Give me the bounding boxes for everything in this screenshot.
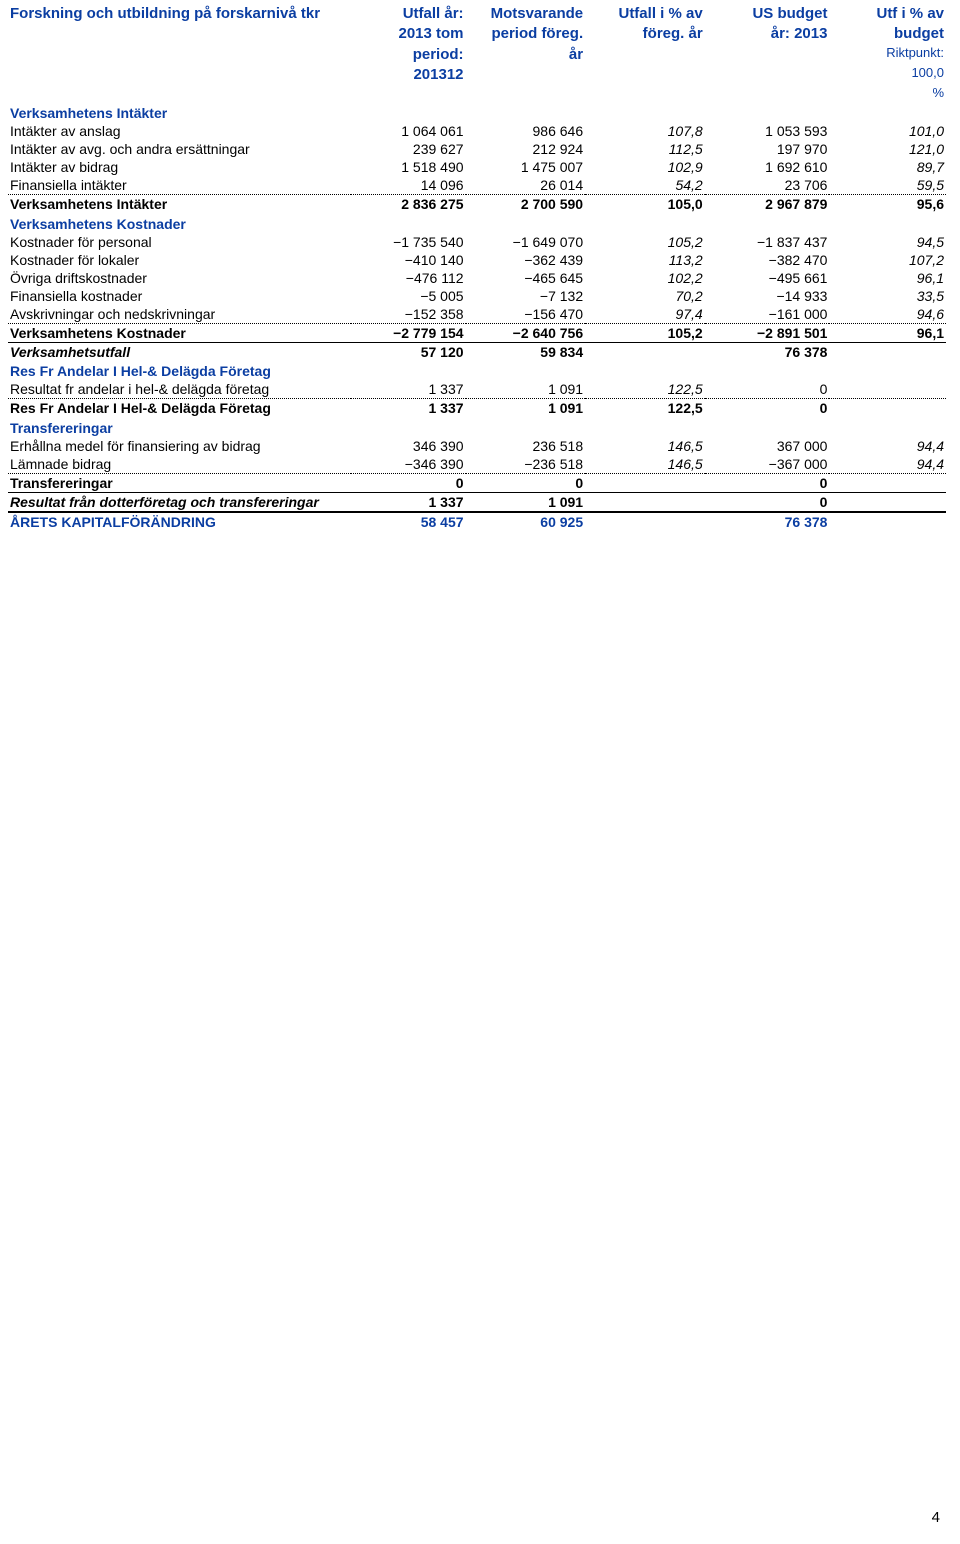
table-row: Kostnader för personal −1 735 540 −1 649…	[8, 233, 946, 251]
table-row: Intäkter av bidrag 1 518 490 1 475 007 1…	[8, 158, 946, 176]
financial-table: Forskning och utbildning på forskarnivå …	[8, 4, 946, 531]
kostnader-header: Verksamhetens Kostnader	[8, 214, 946, 233]
verksamhetsutfall-row: Verksamhetsutfall 57 120 59 834 76 378	[8, 343, 946, 362]
col1-h1: Utfall år:	[351, 4, 465, 24]
intakter-header: Verksamhetens Intäkter	[8, 103, 946, 122]
col5-h1: Utf i % av	[829, 4, 946, 24]
report-title: Forskning och utbildning på forskarnivå …	[10, 5, 320, 22]
transfer-header: Transfereringar	[8, 418, 946, 437]
table-row: Lämnade bidrag −346 390 −236 518 146,5 −…	[8, 455, 946, 474]
table-row: Intäkter av avg. och andra ersättningar …	[8, 140, 946, 158]
col3-h1: Utfall i % av	[585, 4, 705, 24]
table-row: Resultat fr andelar i hel-& delägda före…	[8, 380, 946, 399]
header-row-1: Forskning och utbildning på forskarnivå …	[8, 4, 946, 24]
resultat-dotter-row: Resultat från dotterföretag och transfer…	[8, 492, 946, 512]
kostnader-subtotal: Verksamhetens Kostnader −2 779 154 −2 64…	[8, 324, 946, 343]
col4-h1: US budget	[705, 4, 830, 24]
title-cell: Forskning och utbildning på forskarnivå …	[8, 4, 351, 103]
intakter-subtotal: Verksamhetens Intäkter 2 836 275 2 700 5…	[8, 195, 946, 214]
resfr-subtotal: Res Fr Andelar I Hel-& Delägda Företag 1…	[8, 399, 946, 418]
table-row: Avskrivningar och nedskrivningar −152 35…	[8, 305, 946, 324]
table-row: Erhållna medel för finansiering av bidra…	[8, 437, 946, 455]
page-number: 4	[932, 1509, 940, 1526]
table-row: Finansiella kostnader −5 005 −7 132 70,2…	[8, 287, 946, 305]
resfr-header: Res Fr Andelar I Hel-& Delägda Företag	[8, 361, 946, 380]
table-row: Finansiella intäkter 14 096 26 014 54,2 …	[8, 176, 946, 195]
table-row: Intäkter av anslag 1 064 061 986 646 107…	[8, 122, 946, 140]
table-row: Övriga driftskostnader −476 112 −465 645…	[8, 269, 946, 287]
transfer-subtotal: Transfereringar 0 0 0	[8, 473, 946, 492]
arets-row: ÅRETS KAPITALFÖRÄNDRING 58 457 60 925 76…	[8, 512, 946, 531]
table-row: Kostnader för lokaler −410 140 −362 439 …	[8, 251, 946, 269]
col2-h1: Motsvarande	[466, 4, 586, 24]
